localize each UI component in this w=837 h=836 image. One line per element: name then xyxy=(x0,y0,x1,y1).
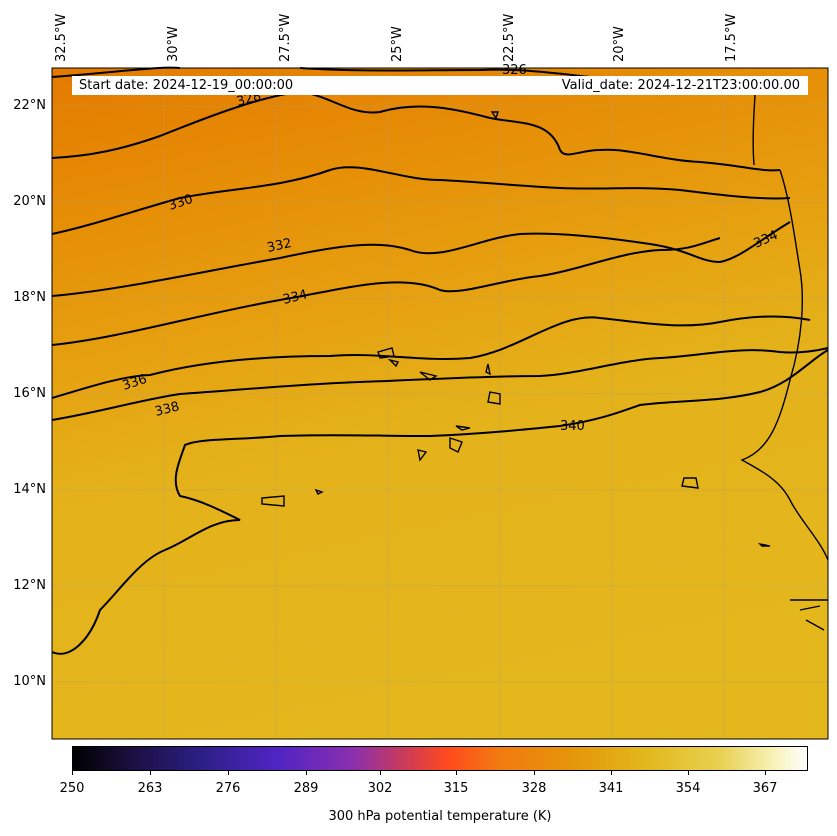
lat-label: 10°N xyxy=(13,674,46,689)
lat-label: 18°N xyxy=(13,290,46,305)
colorbar-tick xyxy=(150,771,151,775)
colorbar-tick xyxy=(228,771,229,775)
lat-label: 14°N xyxy=(13,482,46,497)
lon-label: 17.5°W xyxy=(724,13,739,62)
lon-label: 30°W xyxy=(166,26,181,62)
colorbar-tick-label: 302 xyxy=(367,781,393,796)
lon-label: 25°W xyxy=(390,26,405,62)
contour-340 xyxy=(51,349,829,655)
colorbar-tick xyxy=(688,771,689,775)
contour-label-338: 338 xyxy=(153,399,181,420)
colorbar-tick xyxy=(456,771,457,775)
contour-label-332: 332 xyxy=(266,236,293,256)
lat-label: 16°N xyxy=(13,386,46,401)
colorbar-tick xyxy=(611,771,612,775)
colorbar-tick xyxy=(534,771,535,775)
colorbar-tick-label: 328 xyxy=(521,781,547,796)
contour-lines xyxy=(51,66,829,655)
colorbar-tick-label: 315 xyxy=(443,781,469,796)
map-frame xyxy=(51,67,829,740)
colorbar-tick xyxy=(380,771,381,775)
date-info-bar: Start date: 2024-12-19_00:00:00 Valid_da… xyxy=(72,76,808,95)
colorbar-tick xyxy=(765,771,766,775)
valid-date-text: Valid_date: 2024-12-21T23:00:00.00 xyxy=(561,78,800,93)
contour-label-326: 326 xyxy=(502,63,527,78)
contour-332 xyxy=(51,166,791,235)
contour-334b xyxy=(51,237,721,346)
contour-338 xyxy=(51,347,829,421)
contour-334 xyxy=(51,221,791,297)
colorbar-tick-label: 263 xyxy=(137,781,163,796)
colorbar-tick xyxy=(72,771,73,775)
colorbar-tick-label: 289 xyxy=(293,781,319,796)
lon-label: 27.5°W xyxy=(278,13,293,62)
lon-label: 32.5°W xyxy=(54,13,69,62)
colorbar-tick xyxy=(306,771,307,775)
contour-label-336: 336 xyxy=(121,372,149,394)
lon-label: 20°W xyxy=(612,26,627,62)
graticule xyxy=(52,68,828,739)
contour-labels: 326 328 330 332 334 336 338 340 334 xyxy=(121,63,781,434)
colorbar-tick-label: 341 xyxy=(598,781,624,796)
start-date-text: Start date: 2024-12-19_00:00:00 xyxy=(79,78,294,93)
contour-336 xyxy=(51,315,811,399)
colorbar xyxy=(72,746,808,771)
colorbar-tick-label: 354 xyxy=(675,781,701,796)
contour-label-330: 330 xyxy=(167,192,195,214)
contour-330 xyxy=(51,90,781,172)
colorbar-tick-label: 367 xyxy=(752,781,778,796)
lon-label: 22.5°W xyxy=(502,13,517,62)
colorbar-tick-label: 276 xyxy=(215,781,241,796)
colorbar-tick-label: 250 xyxy=(59,781,85,796)
contour-label-334: 334 xyxy=(281,287,309,308)
lat-label: 22°N xyxy=(13,98,46,113)
lat-label: 12°N xyxy=(13,578,46,593)
colorbar-title: 300 hPa potential temperature (K) xyxy=(328,809,552,824)
lat-label: 20°N xyxy=(13,194,46,209)
contour-label-340: 340 xyxy=(560,419,585,434)
